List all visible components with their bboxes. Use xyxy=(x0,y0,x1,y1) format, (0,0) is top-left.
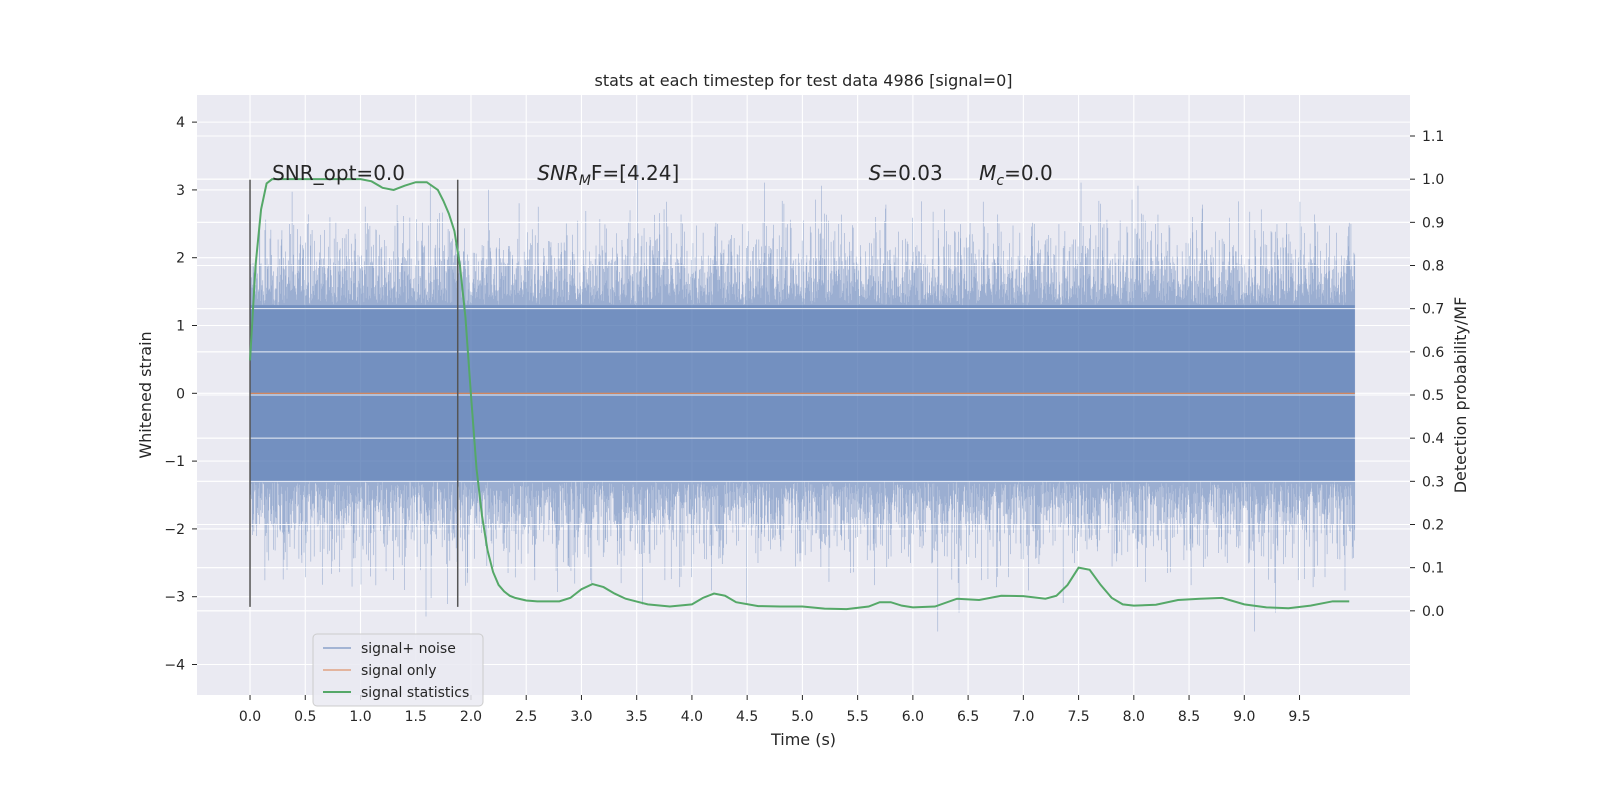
x-tick-label: 4.0 xyxy=(681,709,703,725)
x-tick-label: 7.0 xyxy=(1012,709,1034,725)
x-tick-label: 9.5 xyxy=(1288,709,1310,725)
y-right-tick-label: 0.2 xyxy=(1422,517,1444,533)
x-axis-label: Time (s) xyxy=(770,730,836,749)
x-tick-label: 8.5 xyxy=(1178,709,1200,725)
y-right-tick-label: 1.0 xyxy=(1422,172,1444,188)
x-tick-label: 5.5 xyxy=(846,709,868,725)
annotations: SNR_opt=0.0 SNRMF=[4.24] S=0.03 Mc=0.0 xyxy=(272,161,1053,189)
y-left-tick-label: −2 xyxy=(164,522,185,538)
x-tick-label: 1.0 xyxy=(349,709,371,725)
annotation-text: SNR_opt=0.0 xyxy=(272,161,405,185)
chart-title: stats at each timestep for test data 498… xyxy=(594,71,1012,90)
y-left-tick-label: −3 xyxy=(164,590,185,606)
legend-label: signal+ noise xyxy=(361,641,456,657)
y-right-tick-label: 0.1 xyxy=(1422,561,1444,577)
annotation-text: SNRMF=[4.24] xyxy=(537,161,679,189)
y-left-axis-ticks: −4 −3 −2 −1 0 1 2 3 4 xyxy=(164,115,197,673)
y-left-tick-label: −4 xyxy=(164,657,185,673)
x-tick-label: 6.0 xyxy=(902,709,924,725)
y-right-axis-ticks: 0.0 0.1 0.2 0.3 0.4 0.5 0.6 0.7 0.8 0.9 1.0 1.1 xyxy=(1410,129,1444,620)
legend-label: signal statistics xyxy=(361,685,469,701)
y-right-tick-label: 0.5 xyxy=(1422,388,1444,404)
x-tick-label: 4.5 xyxy=(736,709,758,725)
x-tick-label: 2.5 xyxy=(515,709,537,725)
x-tick-label: 3.5 xyxy=(626,709,648,725)
y-right-tick-label: 0.0 xyxy=(1422,604,1444,620)
grid-overlay xyxy=(197,135,1410,612)
x-tick-label: 8.0 xyxy=(1123,709,1145,725)
y-left-tick-label: 2 xyxy=(176,251,185,267)
y-left-axis-label: Whitened strain xyxy=(136,331,155,458)
y-right-tick-label: 0.8 xyxy=(1422,259,1444,275)
y-left-tick-label: −1 xyxy=(164,454,185,470)
legend-label: signal only xyxy=(361,663,436,679)
y-right-tick-label: 0.6 xyxy=(1422,345,1444,361)
y-right-tick-label: 1.1 xyxy=(1422,129,1444,145)
legend: signal+ noise signal only signal statistic… xyxy=(312,633,484,707)
y-left-tick-label: 4 xyxy=(176,115,185,131)
x-tick-label: 0.0 xyxy=(239,709,261,725)
y-right-axis-label: Detection probability/MF xyxy=(1451,297,1470,494)
x-tick-label: 3.0 xyxy=(570,709,592,725)
x-tick-label: 0.5 xyxy=(294,709,316,725)
x-tick-label: 5.0 xyxy=(791,709,813,725)
legend-box xyxy=(312,633,484,707)
y-right-tick-label: 0.3 xyxy=(1422,474,1444,490)
x-tick-label: 1.5 xyxy=(405,709,427,725)
x-axis-ticks: 0.0 0.5 1.0 1.5 2.0 2.5 3.0 3.5 4.0 4.5 5.0 5.5 6.0 6… xyxy=(239,695,1311,725)
x-tick-label: 6.5 xyxy=(957,709,979,725)
y-left-tick-label: 3 xyxy=(176,183,185,199)
annotation-text: Mc=0.0 xyxy=(979,161,1053,189)
x-tick-label: 9.0 xyxy=(1233,709,1255,725)
y-right-tick-label: 0.4 xyxy=(1422,431,1444,447)
x-tick-label: 7.5 xyxy=(1067,709,1089,725)
y-right-tick-label: 0.9 xyxy=(1422,215,1444,231)
series-signal-statistics-line xyxy=(249,178,1350,611)
y-left-tick-label: 0 xyxy=(176,386,185,402)
y-left-tick-label: 1 xyxy=(176,319,185,335)
annotation-text: S=0.03 xyxy=(869,161,943,185)
y-right-tick-label: 0.7 xyxy=(1422,302,1444,318)
x-tick-label: 2.0 xyxy=(460,709,482,725)
